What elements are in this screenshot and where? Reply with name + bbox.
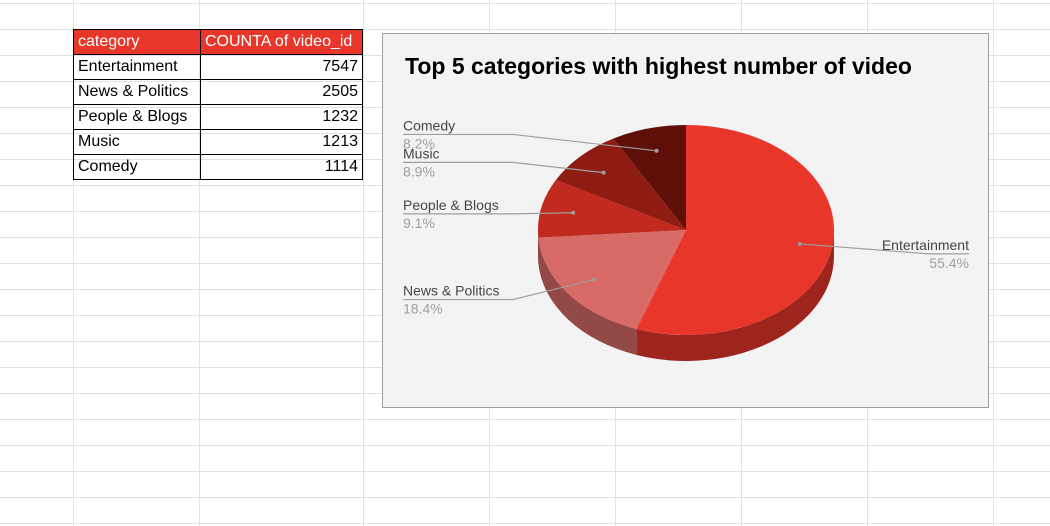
leader-line <box>799 243 969 255</box>
table-row: Entertainment 7547 <box>73 54 363 80</box>
count-cell[interactable]: 7547 <box>200 54 363 80</box>
leader-dot <box>797 241 802 246</box>
pie-slice[interactable] <box>538 179 686 238</box>
table-row: News & Politics 2505 <box>73 79 363 105</box>
pie-slice-side <box>636 230 834 361</box>
category-cell[interactable]: News & Politics <box>73 79 201 105</box>
pie-slice[interactable] <box>538 230 686 329</box>
category-cell[interactable]: Comedy <box>73 154 201 180</box>
column-header-counta[interactable]: COUNTA of video_id <box>200 29 363 55</box>
slice-label: Entertainment <box>882 237 969 253</box>
slice-percent: 55.4% <box>929 255 969 271</box>
category-cell[interactable]: People & Blogs <box>73 104 201 130</box>
count-cell[interactable]: 1232 <box>200 104 363 130</box>
slice-label: News & Politics <box>403 283 499 299</box>
pie-slice[interactable] <box>555 138 686 230</box>
pie-side-walls <box>538 230 834 361</box>
pie-labels: Entertainment 55.4% News & Politics 18.4% Pe… <box>403 117 969 317</box>
table-row: Comedy 1114 <box>73 154 363 180</box>
chart-title: Top 5 categories with highest number of … <box>405 53 912 79</box>
leader-dot <box>654 148 659 153</box>
pie-chart[interactable]: Top 5 categories with highest number of … <box>382 33 989 408</box>
table-row: Music 1213 <box>73 129 363 155</box>
slice-percent: 9.1% <box>403 215 435 231</box>
table-header-row: category COUNTA of video_id <box>73 29 363 55</box>
slice-label: Music <box>403 145 440 161</box>
slice-percent: 8.9% <box>403 163 435 179</box>
pie-slices <box>538 125 834 335</box>
column-header-category[interactable]: category <box>73 29 201 55</box>
slice-label: People & Blogs <box>403 197 499 213</box>
data-table: category COUNTA of video_id Entertainmen… <box>73 29 363 180</box>
leader-dot <box>592 277 597 282</box>
leader-dot <box>601 170 606 175</box>
leader-line <box>403 212 574 215</box>
count-cell[interactable]: 1213 <box>200 129 363 155</box>
pie-slice[interactable] <box>636 125 834 335</box>
leader-line <box>403 279 595 301</box>
pie-chart-canvas: Top 5 categories with highest number of … <box>403 53 969 361</box>
table-row: People & Blogs 1232 <box>73 104 363 130</box>
slice-label: Comedy <box>403 117 455 133</box>
slice-percent: 8.2% <box>403 135 435 151</box>
slice-percent: 18.4% <box>403 301 443 317</box>
count-cell[interactable]: 2505 <box>200 79 363 105</box>
pie-slice[interactable] <box>613 125 686 230</box>
pie-slice-side <box>538 237 637 355</box>
category-cell[interactable]: Music <box>73 129 201 155</box>
leader-dot <box>571 210 576 215</box>
leader-line <box>403 161 604 174</box>
category-cell[interactable]: Entertainment <box>73 54 201 80</box>
leader-line <box>403 133 657 152</box>
count-cell[interactable]: 1114 <box>200 154 363 180</box>
